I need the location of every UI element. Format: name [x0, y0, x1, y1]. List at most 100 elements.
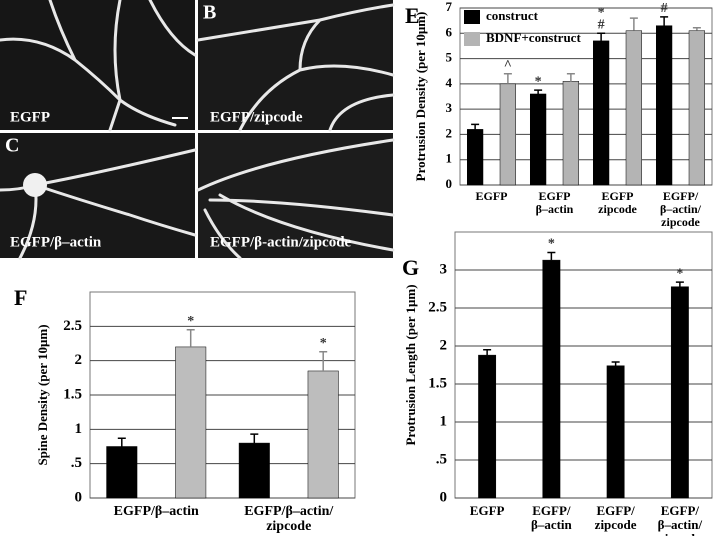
error-bar: [117, 437, 126, 447]
x-tick-label-line: β–actin: [536, 202, 574, 216]
legend-label: BDNF+construct: [486, 30, 581, 45]
x-tick-label: EGFP/β–actin/zipcode: [658, 503, 703, 536]
micrographs: EGFP B EGFP/zipcode C EGFP/β–actin EGFP/…: [0, 0, 395, 260]
bar: [478, 354, 497, 499]
error-bar: [471, 123, 480, 130]
x-tick-label: EGFP/β–actin: [114, 504, 199, 519]
significance-marker: *: [535, 74, 542, 89]
bar: [688, 30, 706, 186]
significance-marker: #: [661, 1, 668, 16]
x-tick-label-line: EGFP/: [661, 503, 700, 518]
bar: [670, 286, 689, 499]
y-tick-label: 0: [440, 489, 448, 505]
y-tick-label: 2: [440, 337, 448, 353]
legend-label: construct: [486, 8, 539, 23]
x-tick-label-line: zipcode: [598, 202, 637, 216]
x-tick-label: EGFP/zipcode: [595, 503, 637, 532]
panel-label: EGFP/zipcode: [210, 109, 303, 125]
y-tick-label: 0: [446, 176, 453, 191]
significance-marker: *: [320, 336, 327, 351]
y-tick-label: .5: [436, 451, 447, 467]
y-axis-label: Spine Density (per 10μm): [35, 324, 50, 465]
x-tick-label-line: EGFP: [602, 189, 634, 203]
x-tick-label-line: EGFP/: [663, 189, 699, 203]
x-tick-label-line: EGFP/: [532, 503, 571, 518]
x-tick-label-line: β–actin/: [658, 517, 703, 532]
bar: [499, 83, 517, 186]
bar: [529, 93, 547, 186]
panel-letter: F: [14, 285, 27, 310]
y-axis-label: Protrusion Length (per 1μm): [403, 284, 418, 445]
y-tick-label: .5: [71, 455, 82, 471]
x-tick-label-line: EGFP/β–actin: [114, 504, 199, 519]
bar: [606, 365, 625, 499]
panel-label: EGFP: [10, 109, 50, 125]
x-tick-label-line: zipcode: [595, 517, 637, 532]
error-bar: [250, 433, 259, 444]
panel-label: EGFP/β-actin/zipcode: [210, 234, 352, 250]
panel-letter: B: [203, 2, 216, 24]
x-tick-label: EGFP β–actin: [536, 189, 574, 216]
bar: [307, 370, 339, 499]
bar: [655, 25, 673, 186]
x-tick-label-line: EGFP/β–actin/: [244, 504, 334, 519]
panel-letter: C: [5, 135, 19, 157]
y-tick-label: 1: [440, 413, 448, 429]
significance-marker: *: [548, 237, 555, 252]
error-bar: [534, 89, 543, 94]
error-bar: [503, 72, 512, 84]
y-tick-label: 1: [446, 151, 453, 166]
x-tick-label-line: EGFP: [476, 189, 508, 203]
bar: [562, 81, 580, 186]
error-bar: [547, 251, 556, 261]
y-tick-label: 2: [75, 352, 83, 368]
bar: [466, 129, 484, 186]
y-tick-label: 0: [75, 489, 83, 505]
neurites: [0, 0, 395, 260]
y-tick-label: 1.5: [63, 386, 82, 402]
y-tick-label: 2.5: [428, 299, 447, 315]
error-bar: [611, 361, 620, 366]
bar: [625, 30, 643, 186]
x-tick-label-line: EGFP: [470, 503, 505, 518]
significance-marker: #: [598, 18, 605, 33]
significance-marker: *: [187, 314, 194, 329]
legend-swatch: [464, 10, 480, 24]
legend-swatch: [464, 32, 480, 46]
error-bar: [566, 72, 575, 82]
x-tick-label-line: EGFP/: [596, 503, 635, 518]
x-tick-label-line: zipcode: [266, 519, 311, 534]
y-tick-label: 1: [75, 421, 83, 437]
bar: [542, 259, 561, 499]
x-tick-label: EGFP: [476, 189, 508, 203]
y-tick-label: 2: [446, 125, 453, 140]
x-tick-label-line: β–actin: [531, 517, 573, 532]
bar: [592, 40, 610, 186]
y-tick-label: 6: [446, 24, 453, 39]
error-bar: [186, 329, 195, 347]
x-tick-label: EGFP/β–actin/zipcode: [660, 189, 702, 229]
error-bar: [319, 350, 328, 371]
soma: [23, 173, 47, 197]
panel-label: EGFP/β–actin: [10, 234, 102, 250]
bar: [175, 346, 207, 499]
bar: [106, 446, 138, 499]
micrograph: [198, 133, 393, 258]
significance-marker: *: [676, 266, 683, 281]
error-bar: [629, 17, 638, 31]
significance-marker: ^: [504, 58, 512, 73]
y-tick-label: 5: [446, 50, 453, 65]
x-tick-label: EGFP: [470, 503, 505, 518]
error-bar: [597, 32, 606, 41]
error-bar: [483, 349, 492, 356]
bar: [238, 442, 270, 499]
significance-marker: *: [598, 6, 605, 21]
error-bar: [692, 26, 701, 31]
x-tick-label-line: EGFP: [539, 189, 571, 203]
y-tick-label: 1.5: [428, 375, 447, 391]
y-tick-label: 2.5: [63, 318, 82, 334]
panel-letter: E: [405, 3, 420, 28]
panel-letter: G: [402, 255, 419, 280]
micrograph: [198, 0, 393, 130]
